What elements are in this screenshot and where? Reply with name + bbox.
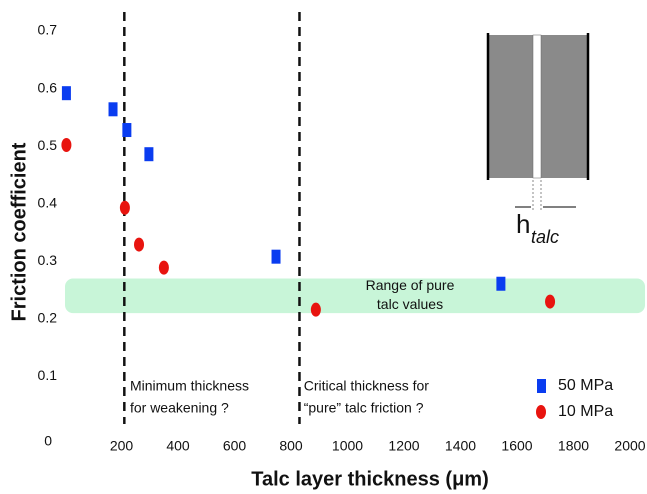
annotation: Minimum thickness (130, 378, 249, 394)
point (109, 102, 118, 116)
x-tick-label: 200 (110, 438, 134, 454)
x-tick-label: 1800 (558, 438, 589, 454)
x-tick-label: 1000 (332, 438, 363, 454)
inset-label: h (516, 209, 530, 239)
point (134, 238, 144, 252)
point (144, 147, 153, 161)
point (62, 86, 71, 100)
annotation: “pure” talc friction ? (304, 400, 424, 416)
point (272, 250, 281, 264)
y-tick-label: 0.5 (38, 137, 58, 153)
block-left (489, 35, 533, 178)
y-tick-label: 0 (44, 433, 52, 449)
legend-marker (536, 405, 546, 419)
chart: Range of pure talc values 0 0.1 0.2 0.3 0.4 0.5… (0, 0, 647, 494)
point (61, 138, 71, 152)
x-axis-label: Talc layer thickness (μm) (251, 468, 489, 490)
x-tick-label: 600 (223, 438, 247, 454)
annotation: Critical thickness for (304, 378, 430, 394)
inset-label-sub: talc (531, 227, 559, 247)
y-tick-label: 0.2 (38, 310, 58, 326)
band (65, 279, 645, 314)
point (545, 295, 555, 309)
point (122, 123, 131, 137)
y-axis-label: Friction coefficient (8, 142, 30, 321)
band-label: talc values (377, 296, 443, 312)
inset-diagram: h talc (488, 33, 588, 247)
y-tick-label: 0.4 (38, 194, 58, 210)
x-tick-label: 1600 (501, 438, 532, 454)
talc-layer (533, 35, 541, 178)
point (159, 261, 169, 275)
legend-label: 10 MPa (558, 403, 613, 420)
y-tick-label: 0.6 (38, 79, 58, 95)
annotation: for weakening ? (130, 400, 229, 416)
legend-label: 50 MPa (558, 377, 613, 394)
point (496, 277, 505, 291)
band-label: Range of pure (366, 277, 455, 293)
x-tick-label: 2000 (614, 438, 645, 454)
y-tick-label: 0.3 (38, 252, 58, 268)
y-tick-label: 0.1 (38, 367, 58, 383)
point (120, 201, 130, 215)
block-right (541, 35, 587, 178)
x-tick-label: 800 (279, 438, 303, 454)
y-tick-label: 0.7 (38, 22, 58, 38)
x-tick-label: 1400 (445, 438, 476, 454)
point (311, 303, 321, 317)
x-tick-label: 400 (166, 438, 190, 454)
legend-marker (537, 379, 546, 393)
x-tick-label: 1200 (388, 438, 419, 454)
